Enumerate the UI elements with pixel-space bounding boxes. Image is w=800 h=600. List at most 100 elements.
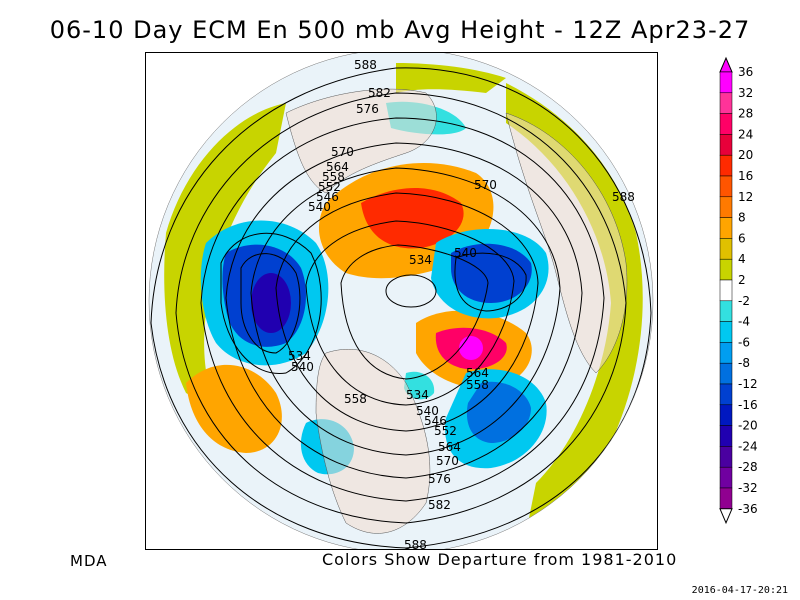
contour-label: 552 — [318, 180, 341, 194]
land-masses — [285, 88, 628, 534]
contour-label: 558 — [466, 378, 489, 392]
contour-label: 546 — [316, 190, 339, 204]
legend-label: 36 — [738, 65, 753, 79]
legend-label: -8 — [738, 356, 750, 370]
legend-label: -4 — [738, 315, 750, 329]
contour-label: 588 — [354, 58, 377, 72]
contour-label: 576 — [428, 472, 451, 486]
legend-cap-bottom — [719, 508, 733, 525]
legend-swatch — [719, 300, 733, 322]
source-label: MDA — [70, 552, 108, 570]
legend-swatch — [719, 466, 733, 489]
legend-swatch — [719, 238, 733, 260]
legend-swatch — [719, 113, 733, 135]
legend-label: 4 — [738, 252, 746, 266]
contour-line — [220, 232, 322, 374]
legend-swatch — [719, 71, 733, 94]
contour-label: 558 — [322, 170, 345, 184]
legend-label: 12 — [738, 190, 753, 204]
legend-label: 16 — [738, 169, 753, 183]
contour-line — [200, 117, 605, 502]
contour-label: 534 — [406, 388, 429, 402]
color-legend: 36 32 28 24 20 16 12 8 6 4 2 -2 -4 -6 -8 -12 -16 -20 -24 -2… — [716, 56, 776, 538]
chart-title: 06-10 Day ECM En 500 mb Avg Height - 12Z… — [49, 16, 751, 44]
legend-swatch — [719, 321, 733, 343]
legend-label: -20 — [738, 419, 758, 433]
contour-line — [150, 67, 652, 549]
contour-line — [275, 192, 539, 432]
legend-label: 32 — [738, 86, 753, 100]
legend-cap-top — [719, 56, 733, 73]
contour-label: 582 — [428, 498, 451, 512]
legend-label: 8 — [738, 211, 746, 225]
legend-label: -16 — [738, 398, 758, 412]
contour-label: 588 — [612, 190, 635, 204]
legend-label: -32 — [738, 481, 758, 495]
contour-line — [305, 220, 515, 406]
positive-anomaly-region — [506, 83, 643, 533]
contour-line — [225, 142, 583, 479]
contour-line — [250, 167, 561, 456]
legend-swatch — [719, 383, 733, 406]
legend-label: -28 — [738, 460, 758, 474]
legend-label: -24 — [738, 439, 758, 453]
legend-label: -6 — [738, 335, 750, 349]
contour-label: 540 — [308, 200, 331, 214]
legend-swatch — [719, 217, 733, 239]
height-contours — [150, 67, 652, 549]
legend-label: 28 — [738, 107, 753, 121]
legend-swatch — [719, 279, 733, 302]
timestamp: 2016-04-17-20:21 — [691, 585, 788, 596]
legend-swatch — [719, 362, 733, 385]
legend-swatch — [719, 175, 733, 198]
legend-label: 20 — [738, 148, 753, 162]
polar-map: 588 582 576 570 564 558 552 546 540 534 … — [145, 52, 658, 550]
legend-swatch — [719, 342, 733, 364]
positive-anomaly-region — [396, 63, 506, 93]
legend-svg: 36 32 28 24 20 16 12 8 6 4 2 -2 -4 -6 -8 -12 -16 -20 -24 -2… — [719, 56, 758, 525]
contour-label: 540 — [454, 246, 477, 260]
legend-label: -36 — [738, 502, 758, 516]
legend-label: 24 — [738, 127, 753, 141]
contour-line — [175, 92, 627, 524]
legend-label: 2 — [738, 273, 746, 287]
continent-outline — [315, 349, 431, 534]
legend-label: 6 — [738, 231, 746, 245]
positive-anomaly-region — [361, 188, 464, 249]
contour-label: 564 — [438, 440, 461, 454]
continent-outline — [505, 112, 628, 374]
contour-label: 564 — [326, 160, 349, 174]
contour-label: 588 — [404, 538, 427, 549]
legend-swatch — [719, 446, 733, 468]
negative-anomaly-region — [466, 381, 531, 443]
legend-label: -12 — [738, 377, 758, 391]
contour-label: 534 — [288, 349, 311, 363]
legend-label: -2 — [738, 294, 750, 308]
contour-label: 552 — [434, 424, 457, 438]
contour-label: 570 — [474, 178, 497, 192]
contour-line — [454, 252, 527, 312]
legend-swatch — [719, 425, 733, 447]
contour-line — [385, 274, 437, 308]
contour-label: 570 — [331, 145, 354, 159]
legend-swatch — [719, 92, 733, 114]
legend-swatch — [719, 404, 733, 426]
negative-anomaly-region — [451, 243, 532, 303]
legend-swatch — [719, 154, 733, 177]
contour-label: 534 — [409, 253, 432, 267]
contour-label: 546 — [424, 414, 447, 428]
contour-label: 582 — [368, 86, 391, 100]
contour-label: 540 — [416, 404, 439, 418]
contour-label: 570 — [436, 454, 459, 468]
contour-label: 540 — [291, 360, 314, 374]
positive-anomaly-region — [186, 364, 282, 453]
contour-label: 558 — [344, 392, 367, 406]
contour-line — [240, 253, 301, 354]
caption: Colors Show Departure from 1981-2010 — [322, 550, 678, 569]
legend-swatch — [719, 134, 733, 156]
contour-line — [340, 244, 489, 380]
legend-swatch — [719, 258, 733, 281]
legend-swatch — [719, 487, 733, 510]
continent-outline — [285, 88, 437, 194]
contour-label: 564 — [466, 366, 489, 380]
